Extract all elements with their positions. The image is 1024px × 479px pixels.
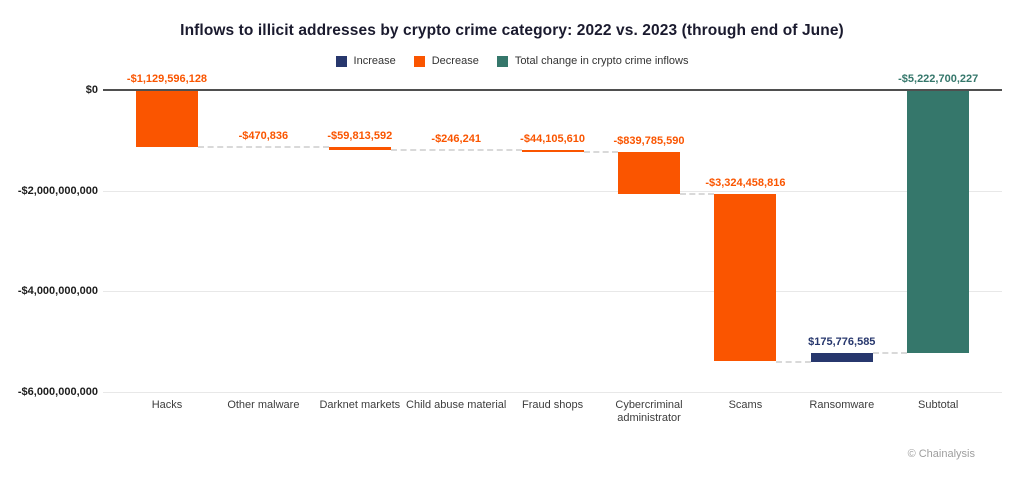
decrease-swatch [413, 55, 425, 67]
legend-item-total: Total change in crypto crime inflows [496, 55, 689, 67]
category-label: Darknet markets [319, 399, 401, 411]
connector-line [583, 151, 618, 154]
connector-line [680, 193, 715, 196]
bar-hacks [136, 90, 198, 147]
connector-line [776, 360, 811, 363]
connector-line [390, 148, 522, 151]
category-label: Cybercriminal administrator [615, 399, 683, 424]
y-tick-label: $0 [85, 84, 98, 96]
gridline [103, 391, 1002, 393]
legend-item-decrease: Decrease [413, 55, 479, 67]
y-tick-label: -$4,000,000,000 [17, 285, 98, 298]
zero-axis-line [103, 89, 1002, 91]
category-label: Child abuse material [406, 399, 507, 411]
chart-title: Inflows to illicit addresses by crypto c… [180, 22, 844, 39]
chainalysis-credit: © Chainalysis [907, 448, 975, 460]
bar-value-label: -$470,836 [238, 129, 289, 142]
bar-value-label: -$5,222,700,227 [898, 73, 979, 85]
connector-line [872, 351, 908, 354]
bar-value-label: -$3,324,458,816 [705, 177, 786, 190]
legend-item-increase: Increase [335, 55, 396, 67]
category-label: Other malware [227, 399, 300, 411]
bar-value-label: -$44,105,610 [520, 132, 586, 145]
bar-cybercriminal-administrator [618, 152, 680, 195]
connector-line [198, 145, 329, 148]
bar-subtotal [907, 90, 970, 353]
gridline [103, 291, 1002, 293]
bar-value-label: -$1,129,596,128 [126, 73, 208, 85]
bar-ransomware [810, 352, 873, 362]
bar-value-label: -$59,813,592 [327, 129, 393, 142]
bar-value-label: -$839,785,590 [613, 135, 685, 148]
increase-swatch [335, 55, 347, 67]
total-swatch [496, 55, 508, 67]
legend-label: Increase [353, 55, 396, 67]
chart-legend: Increase Decrease Total change in crypto c… [0, 54, 1024, 68]
legend-label: Total change in crypto crime inflows [514, 55, 689, 67]
category-label: Subtotal [918, 399, 959, 411]
bar-value-label: -$246,241 [431, 132, 481, 145]
y-tick-label: -$6,000,000,000 [17, 385, 98, 398]
category-label: Ransomware [809, 399, 875, 411]
bar-scams [714, 194, 777, 362]
y-tick-label: -$2,000,000,000 [17, 184, 98, 197]
category-label: Hacks [151, 399, 183, 411]
bar-darknet-markets [328, 146, 391, 150]
bar-fraud-shops [521, 149, 584, 152]
gridline [103, 190, 1002, 192]
legend-label: Decrease [431, 55, 479, 67]
bar-value-label: $175,776,585 [808, 335, 876, 348]
category-label: Scams [728, 399, 763, 411]
category-label: Fraud shops [522, 399, 584, 411]
